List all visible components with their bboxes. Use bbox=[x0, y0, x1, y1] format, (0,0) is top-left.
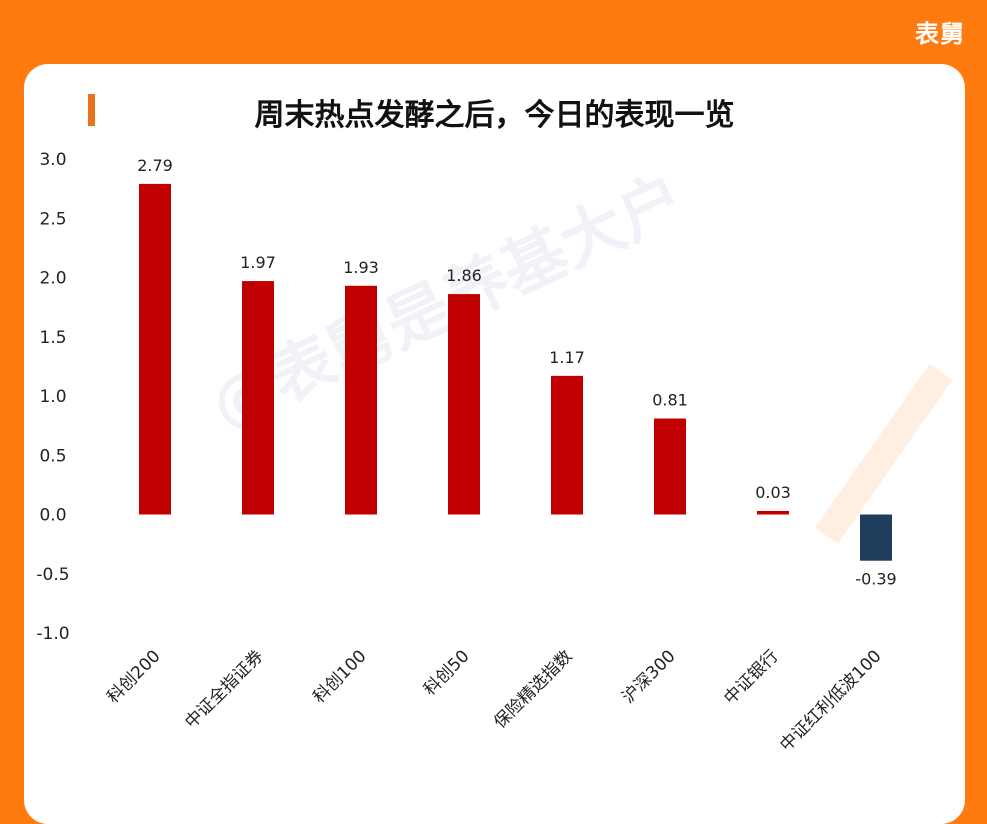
data-label: 0.81 bbox=[652, 391, 688, 410]
category-label: 科创50 bbox=[420, 646, 473, 699]
y-tick-label: 3.0 bbox=[39, 150, 66, 170]
category-label: 科创200 bbox=[103, 646, 164, 707]
bar bbox=[242, 281, 274, 515]
category-label: 中证全指证券 bbox=[181, 646, 267, 732]
bar-chart: 3.0 2.5 2.0 1.5 1.0 0.5 0.0 -0.5 -1.0 2.79 科创200 1.… bbox=[36, 150, 896, 756]
y-tick-label: -0.5 bbox=[36, 565, 69, 585]
category-label: 中证红利低波100 bbox=[776, 646, 885, 755]
chart-title: 周末热点发酵之后，今日的表现一览 bbox=[254, 98, 735, 133]
y-tick-label: 1.5 bbox=[39, 328, 66, 348]
y-tick-label: 2.0 bbox=[39, 269, 66, 289]
category-label: 沪深300 bbox=[618, 646, 679, 707]
y-tick-label: -1.0 bbox=[36, 624, 69, 644]
y-tick-label: 2.5 bbox=[39, 209, 66, 229]
data-label: -0.39 bbox=[855, 570, 896, 589]
category-label: 科创100 bbox=[309, 646, 370, 707]
data-label: 0.03 bbox=[755, 483, 791, 502]
category-label: 中证银行 bbox=[720, 646, 782, 708]
data-label: 2.79 bbox=[137, 156, 173, 175]
y-tick-label: 0.0 bbox=[39, 506, 66, 526]
y-tick-label: 0.5 bbox=[39, 446, 66, 466]
y-tick-label: 1.0 bbox=[39, 387, 66, 407]
category-label: 保险精选指数 bbox=[490, 646, 576, 732]
bar bbox=[860, 514, 892, 561]
data-label: 1.97 bbox=[240, 253, 276, 272]
bar bbox=[345, 285, 377, 515]
bar bbox=[757, 510, 789, 515]
bar bbox=[551, 375, 583, 515]
data-label: 1.86 bbox=[446, 266, 482, 285]
bar bbox=[139, 183, 171, 515]
brand-logo: 表舅 bbox=[915, 20, 965, 48]
title-accent-bar bbox=[88, 94, 95, 126]
bar bbox=[654, 418, 686, 515]
chart-card: 周末热点发酵之后，今日的表现一览 @表舅是养基大户 3.0 2.5 2.0 1.5 1.… bbox=[24, 64, 965, 824]
data-label: 1.17 bbox=[549, 348, 585, 367]
bar bbox=[448, 294, 480, 515]
data-label: 1.93 bbox=[343, 258, 379, 277]
